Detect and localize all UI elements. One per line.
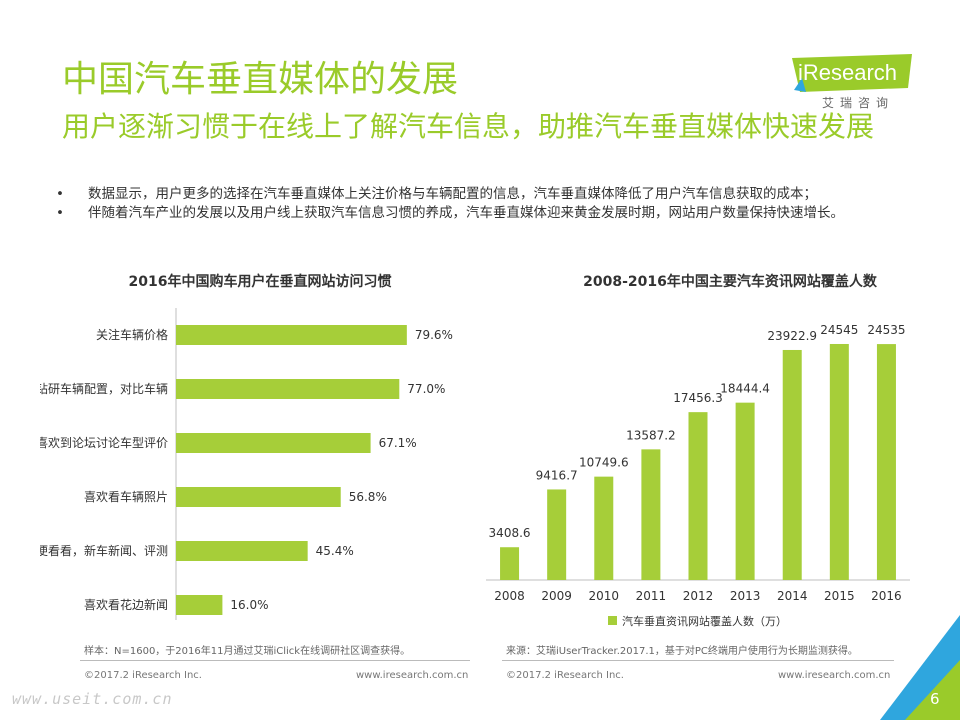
bar: [829, 343, 849, 580]
left-site-url: www.iresearch.com.cn: [356, 670, 469, 681]
bullet-icon: •: [56, 205, 64, 221]
left-chart-title: 2016年中国购车用户在垂直网站访问习惯: [128, 274, 392, 290]
bar: [688, 412, 708, 580]
page-title: 中国汽车垂直媒体的发展: [62, 59, 459, 100]
x-tick-label: 2015: [824, 589, 855, 603]
x-tick-label: 2009: [541, 589, 572, 603]
value-label: 23922.9: [767, 329, 817, 343]
bar: [782, 349, 802, 580]
bar: [176, 379, 400, 399]
right-copyright: ©2017.2 iResearch Inc.: [506, 670, 624, 681]
x-tick-label: 2008: [494, 589, 525, 603]
value-label: 17456.3: [673, 391, 723, 405]
bar: [547, 489, 567, 580]
bar: [735, 402, 755, 580]
coverage-bar-chart: 3408.6 2008 9416.7 2009 10749.6 2010 13587.2 20…: [486, 323, 910, 628]
value-label: 9416.7: [536, 468, 578, 482]
value-label: 79.6%: [415, 328, 453, 342]
value-label: 3408.6: [489, 526, 531, 540]
page-subtitle: 用户逐渐习惯于在线上了解汽车信息，助推汽车垂直媒体快速发展: [62, 110, 875, 143]
bar: [594, 476, 614, 580]
left-footer-divider: [80, 660, 470, 661]
bullet-list: • 数据显示，用户更多的选择在汽车垂直媒体上关注价格与车辆配置的信息，汽车垂直媒体…: [56, 186, 916, 224]
category-label: 喜欢看车辆照片: [84, 489, 168, 504]
bar: [176, 487, 341, 507]
x-tick-label: 2012: [683, 589, 714, 603]
x-tick-label: 2013: [730, 589, 761, 603]
bar: [176, 595, 223, 615]
category-label: 随便看看，新车新闻、评测: [40, 543, 168, 558]
iresearch-logo: [792, 54, 912, 92]
bar: [176, 433, 371, 453]
bullet-item: • 数据显示，用户更多的选择在汽车垂直媒体上关注价格与车辆配置的信息，汽车垂直媒体…: [56, 186, 916, 203]
left-chart-note: 样本：N=1600，于2016年11月通过艾瑞iClick在线调研社区调查获得。: [84, 646, 411, 657]
logo-wordmark: iResearch: [798, 60, 898, 85]
legend-swatch: [608, 616, 617, 625]
category-label: 喜欢钻研车辆配置，对比车辆: [40, 381, 168, 396]
legend-label: 汽车垂直资讯网站覆盖人数（万）: [622, 614, 787, 628]
bullet-text: 伴随着汽车产业的发展以及用户线上获取汽车信息习惯的养成，汽车垂直媒体迎来黄金发展…: [88, 205, 844, 221]
value-label: 24545: [820, 323, 858, 337]
page-number: 6: [930, 690, 940, 708]
x-tick-label: 2014: [777, 589, 808, 603]
value-label: 77.0%: [407, 382, 445, 396]
right-site-url: www.iresearch.com.cn: [778, 670, 891, 681]
bullet-icon: •: [56, 186, 64, 202]
category-label: 喜欢看花边新闻: [84, 597, 168, 612]
value-label: 10749.6: [579, 456, 629, 470]
category-label: 喜欢到论坛讨论车型评价: [40, 435, 168, 450]
bullet-text: 数据显示，用户更多的选择在汽车垂直媒体上关注价格与车辆配置的信息，汽车垂直媒体降…: [88, 186, 817, 202]
value-label: 24535: [867, 323, 905, 337]
habit-bar-chart: 关注车辆价格 79.6% 喜欢钻研车辆配置，对比车辆 77.0% 喜欢到论坛讨论车型评价…: [40, 308, 453, 620]
x-tick-label: 2016: [871, 589, 902, 603]
value-label: 16.0%: [230, 598, 268, 612]
bar: [176, 325, 407, 345]
bar: [641, 449, 661, 580]
bar: [876, 344, 896, 580]
bar: [176, 541, 308, 561]
x-tick-label: 2011: [636, 589, 667, 603]
bar: [500, 547, 520, 580]
right-footer-divider: [502, 660, 894, 661]
category-label: 关注车辆价格: [96, 327, 168, 342]
value-label: 45.4%: [316, 544, 354, 558]
right-chart-title: 2008-2016年中国主要汽车资讯网站覆盖人数: [583, 274, 877, 290]
right-chart-note: 来源：艾瑞iUserTracker.2017.1，基于对PC终端用户使用行为长期…: [506, 646, 858, 657]
value-label: 13587.2: [626, 428, 676, 442]
logo-subtitle: 艾瑞咨询: [822, 96, 895, 110]
watermark: www.useit.com.cn: [12, 690, 173, 708]
left-copyright: ©2017.2 iResearch Inc.: [84, 670, 202, 681]
bullet-item: • 伴随着汽车产业的发展以及用户线上获取汽车信息习惯的养成，汽车垂直媒体迎来黄金发…: [56, 205, 916, 222]
x-tick-label: 2010: [589, 589, 620, 603]
value-label: 18444.4: [720, 382, 770, 396]
value-label: 67.1%: [379, 436, 417, 450]
value-label: 56.8%: [349, 490, 387, 504]
